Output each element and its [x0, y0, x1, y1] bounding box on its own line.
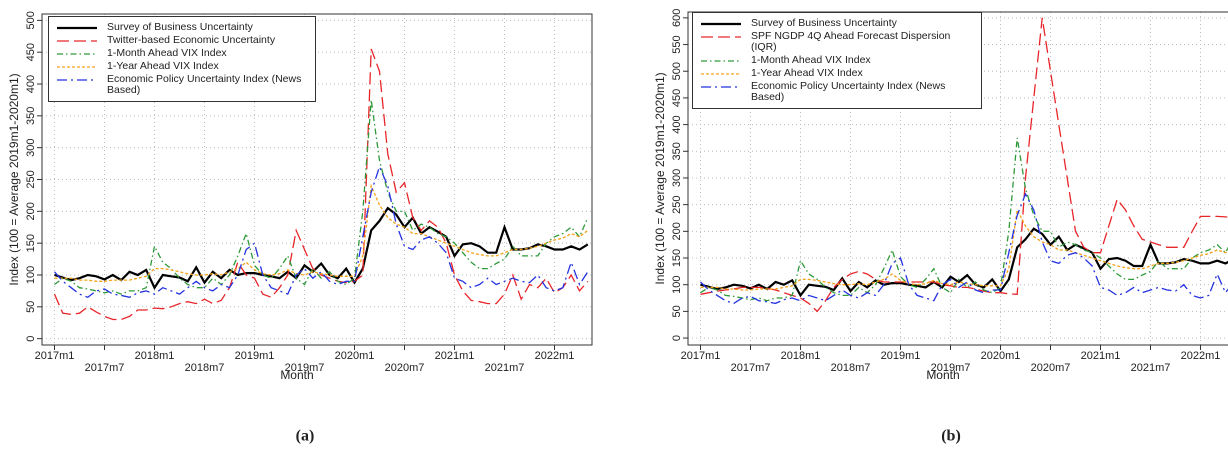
legend-swatch: [701, 36, 741, 38]
x-tick-label: 2022m1: [535, 350, 575, 362]
x-tick-label: 2019m1: [235, 350, 275, 362]
y-tick-label: 200: [25, 202, 37, 220]
legend-label: 1-Year Ahead VIX Index: [107, 60, 219, 72]
legend-label: Survey of Business Uncertainty: [751, 17, 897, 29]
y-tick-label: 100: [671, 276, 683, 294]
plot: 0 50 100 150 200 250 300 350 400 450 500 550 600 2017…: [653, 9, 1228, 445]
x-tick-label: 2019m7: [931, 362, 971, 374]
y-tick-label: 300: [25, 138, 37, 156]
series-line: [700, 17, 1228, 313]
legend-swatch: [701, 86, 741, 88]
legend-label: Economic Policy Uncertainty Index (News …: [107, 73, 302, 96]
x-tick-label: 2020m7: [385, 362, 425, 374]
y-tick-label: 150: [25, 234, 37, 252]
x-tick-label: 2021m7: [1131, 362, 1171, 374]
plot: 0 50 100 150 200 250 300 350 400 450 500 2017m1 2017…: [7, 11, 593, 445]
y-tick-label: 250: [671, 195, 683, 213]
x-tick-label: 2017m1: [35, 350, 75, 362]
series-line: [54, 183, 589, 282]
legend-item: 1-Year Ahead VIX Index: [699, 68, 975, 79]
legend-item: Economic Policy Uncertainty Index (News …: [55, 74, 309, 96]
series-line: [700, 192, 1228, 305]
legend-item: Economic Policy Uncertainty Index (News …: [699, 81, 975, 103]
legend-item: Survey of Business Uncertainty: [699, 18, 975, 29]
legend-item: 1-Month Ahead VIX Index: [699, 55, 975, 66]
y-tick-label: 100: [25, 266, 37, 284]
y-tick-label: 500: [671, 62, 683, 80]
legend-label: Twitter-based Economic Uncertainty: [107, 34, 276, 46]
x-axis-label: Month: [280, 368, 313, 382]
x-axis-label: Month: [926, 368, 959, 382]
series-line: [54, 99, 589, 295]
legend-swatch: [57, 66, 97, 68]
plot-frame: [41, 13, 593, 346]
y-tick-label: 250: [25, 170, 37, 188]
x-tick-label: 2021m1: [435, 350, 475, 362]
series-line: [53, 48, 589, 321]
caption: (b): [941, 428, 961, 445]
x-tick-label: 2020m1: [981, 350, 1021, 362]
legend-label: 1-Month Ahead VIX Index: [751, 54, 871, 66]
x-tick-label: 2022m1: [1181, 350, 1221, 362]
y-tick-label: 350: [671, 142, 683, 160]
x-tick-label: 2018m7: [831, 362, 871, 374]
series-line: [700, 137, 1228, 302]
y-tick-label: 400: [671, 115, 683, 133]
legend-swatch: [701, 60, 741, 62]
y-tick-label: 150: [671, 249, 683, 267]
y-tick-label: 350: [25, 107, 37, 125]
series-line: [700, 227, 1228, 298]
legend-swatch: [57, 79, 97, 81]
legend-item: Twitter-based Economic Uncertainty: [55, 35, 309, 46]
y-tick-label: 600: [671, 9, 683, 27]
x-tick-label: 2018m7: [185, 362, 225, 374]
y-tick-label: 50: [25, 301, 37, 313]
y-tick-label: 550: [671, 35, 683, 53]
y-tick-label: 400: [25, 75, 37, 93]
y-tick-label: 450: [25, 43, 37, 61]
y-tick-label: 50: [671, 305, 683, 317]
legend-swatch: [701, 73, 741, 75]
legend-label: 1-Year Ahead VIX Index: [751, 67, 863, 79]
legend-item: 1-Year Ahead VIX Index: [55, 61, 309, 72]
legend-swatch: [57, 53, 97, 55]
y-tick-label: 0: [671, 335, 683, 341]
legend-item: Survey of Business Uncertainty: [55, 22, 309, 33]
y-axis-label: Index (100 = Average 2019m1-2020m1): [653, 72, 667, 284]
x-tick-label: 2019m1: [881, 350, 921, 362]
y-tick-label: 200: [671, 222, 683, 240]
y-tick-label: 500: [25, 11, 37, 29]
legend-item: SPF NGDP 4Q Ahead Forecast Dispersion (I…: [699, 31, 975, 53]
legend-label: SPF NGDP 4Q Ahead Forecast Dispersion (I…: [751, 30, 951, 53]
x-tick-label: 2019m7: [285, 362, 325, 374]
legend: Survey of Business Uncertainty Twitter-ba…: [48, 16, 316, 102]
series-line: [54, 206, 589, 290]
x-tick-label: 2017m7: [731, 362, 771, 374]
x-tick-label: 2021m1: [1081, 350, 1121, 362]
series-line: [54, 164, 589, 299]
legend-label: 1-Month Ahead VIX Index: [107, 47, 227, 59]
x-tick-label: 2018m1: [135, 350, 175, 362]
y-tick-label: 450: [671, 89, 683, 107]
y-tick-label: 300: [671, 169, 683, 187]
x-tick-label: 2020m7: [1031, 362, 1071, 374]
legend-swatch: [57, 26, 97, 30]
x-tick-label: 2018m1: [781, 350, 821, 362]
x-tick-label: 2017m1: [681, 350, 721, 362]
legend-swatch: [57, 40, 97, 42]
legend-label: Economic Policy Uncertainty Index (News …: [751, 80, 946, 103]
x-tick-label: 2017m7: [85, 362, 125, 374]
y-axis-label: Index (100 = Average 2019m1-2020m1): [7, 73, 21, 285]
x-tick-label: 2021m7: [485, 362, 525, 374]
caption: (a): [296, 428, 315, 445]
x-tick-label: 2020m1: [335, 350, 375, 362]
legend: Survey of Business Uncertainty SPF NGDP 4…: [692, 12, 982, 109]
legend-label: Survey of Business Uncertainty: [107, 21, 253, 33]
legend-item: 1-Month Ahead VIX Index: [55, 48, 309, 59]
series-line: [700, 207, 1228, 291]
y-tick-label: 0: [25, 336, 37, 342]
legend-swatch: [701, 22, 741, 26]
